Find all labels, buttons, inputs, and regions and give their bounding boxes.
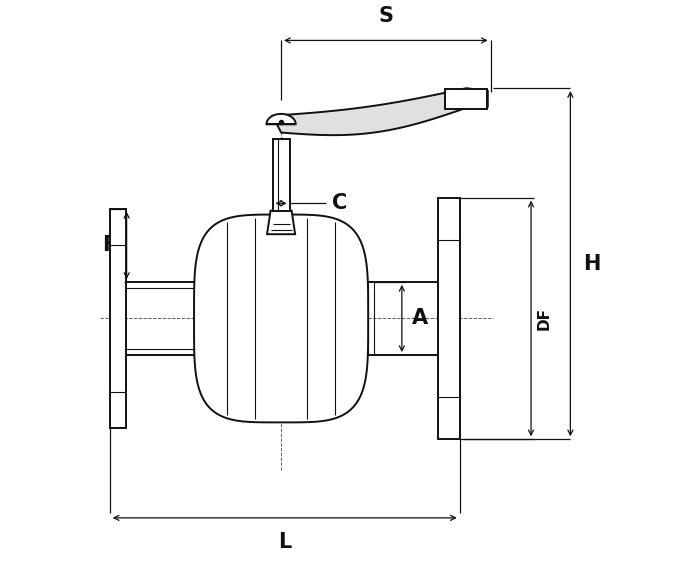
Bar: [445, 89, 487, 109]
Bar: [273, 139, 289, 210]
Polygon shape: [266, 114, 296, 124]
Text: F: F: [102, 235, 116, 256]
Bar: [438, 198, 460, 439]
Polygon shape: [273, 88, 488, 135]
Text: L: L: [278, 532, 291, 552]
Bar: [110, 209, 125, 428]
Text: H: H: [583, 253, 600, 274]
Text: C: C: [332, 193, 347, 213]
Text: A: A: [412, 308, 428, 328]
Text: DF: DF: [537, 307, 551, 330]
Polygon shape: [267, 210, 295, 234]
Text: S: S: [378, 6, 393, 27]
Polygon shape: [194, 214, 368, 422]
